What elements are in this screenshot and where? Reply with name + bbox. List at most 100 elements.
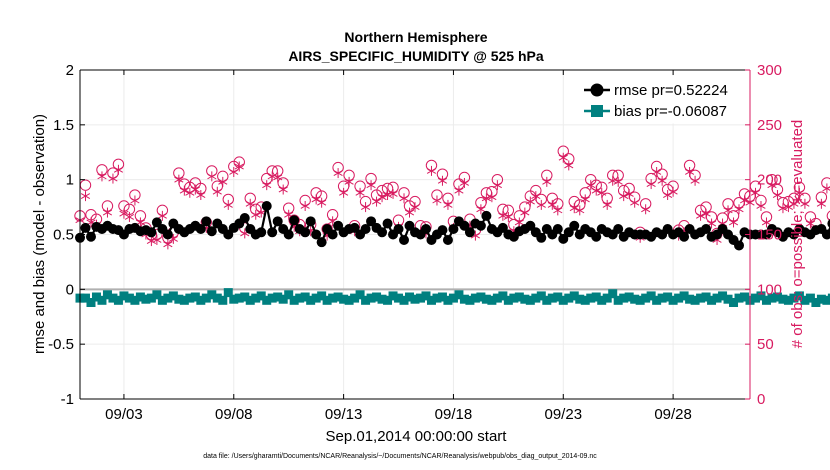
obs-evaluated-marker bbox=[251, 209, 261, 220]
bias-point bbox=[542, 295, 552, 305]
bias-point bbox=[146, 293, 156, 303]
x-tick-label: 09/08 bbox=[215, 406, 253, 423]
obs-evaluated-marker bbox=[690, 175, 700, 186]
bias-point bbox=[135, 292, 145, 302]
bias-point bbox=[317, 291, 327, 301]
rmse-point bbox=[85, 231, 96, 242]
bias-point bbox=[273, 292, 283, 302]
bias-point bbox=[525, 295, 535, 305]
rmse-point bbox=[305, 216, 316, 227]
rmse-point bbox=[223, 229, 234, 240]
rmse-point bbox=[552, 224, 563, 235]
bias-point bbox=[789, 293, 799, 303]
obs-evaluated-marker bbox=[630, 197, 640, 208]
bias-point bbox=[767, 293, 777, 303]
rmse-point bbox=[404, 220, 415, 231]
bias-point bbox=[168, 291, 178, 301]
obs-evaluated-marker bbox=[481, 193, 491, 204]
bias-point bbox=[492, 293, 502, 303]
obs-evaluated-marker bbox=[761, 217, 772, 228]
bias-point bbox=[119, 291, 129, 301]
bias-point bbox=[448, 293, 458, 303]
bias-point bbox=[783, 295, 793, 305]
rmse-point bbox=[261, 200, 272, 211]
bias-point bbox=[223, 288, 233, 298]
bias-point bbox=[300, 292, 310, 302]
obs-evaluated-marker bbox=[756, 200, 766, 211]
rmse-point bbox=[563, 227, 574, 238]
obs-evaluated-marker bbox=[597, 187, 607, 198]
y-tick-label: 1 bbox=[66, 172, 74, 189]
bias-point bbox=[394, 293, 404, 303]
rmse-point bbox=[569, 220, 580, 231]
rmse-point bbox=[382, 218, 393, 229]
obs-evaluated-marker bbox=[569, 203, 579, 214]
bias-point bbox=[141, 294, 151, 304]
y2-tick-label: 50 bbox=[757, 336, 774, 353]
bias-point bbox=[827, 293, 830, 303]
bias-point bbox=[212, 293, 222, 303]
bias-point bbox=[690, 295, 700, 305]
obs-evaluated-marker bbox=[360, 202, 371, 213]
obs-evaluated-marker bbox=[734, 204, 744, 215]
rmse-point bbox=[146, 227, 157, 238]
rmse-point bbox=[195, 224, 206, 235]
bias-point bbox=[372, 292, 382, 302]
bias-point bbox=[366, 293, 376, 303]
obs-evaluated-marker bbox=[547, 199, 557, 210]
bias-point bbox=[520, 294, 530, 304]
bias-point bbox=[207, 290, 217, 300]
chart-title-line-1: Northern Hemisphere bbox=[344, 29, 487, 45]
rmse-point bbox=[316, 237, 327, 248]
obs-evaluated-marker bbox=[113, 164, 124, 175]
obs-evaluated-marker bbox=[432, 195, 442, 206]
rmse-point bbox=[151, 217, 162, 228]
obs-evaluated-marker bbox=[564, 160, 574, 171]
bias-point bbox=[608, 289, 618, 299]
bias-point bbox=[800, 295, 810, 305]
bias-point bbox=[262, 295, 272, 305]
rmse-point bbox=[497, 222, 508, 233]
data-file-footnote: data file: /Users/gharamti/Documents/NCA… bbox=[203, 453, 597, 460]
obs-evaluated-marker bbox=[646, 179, 656, 190]
rmse-point bbox=[613, 224, 624, 235]
rmse-point bbox=[201, 216, 212, 227]
bias-point bbox=[816, 294, 826, 304]
rmse-point bbox=[349, 222, 360, 233]
obs-evaluated-marker bbox=[476, 204, 486, 215]
bias-point bbox=[696, 293, 706, 303]
bias-point bbox=[564, 293, 574, 303]
bias-point bbox=[674, 293, 684, 303]
bias-point bbox=[679, 291, 689, 301]
chart-title-line-2: AIRS_SPECIFIC_HUMIDITY @ 525 hPa bbox=[288, 48, 544, 64]
bias-point bbox=[267, 293, 277, 303]
bias-point bbox=[498, 291, 508, 301]
obs-evaluated-marker bbox=[657, 175, 667, 186]
bias-point bbox=[476, 292, 486, 302]
bias-point bbox=[163, 293, 173, 303]
bias-point bbox=[778, 294, 788, 304]
bias-point bbox=[333, 292, 343, 302]
obs-evaluated-marker bbox=[695, 210, 706, 221]
rmse-point bbox=[393, 224, 404, 235]
obs-evaluated-marker bbox=[553, 205, 563, 216]
bias-point bbox=[772, 292, 782, 302]
obs-evaluated-marker bbox=[437, 175, 448, 186]
bias-point bbox=[284, 290, 294, 300]
x-tick-label: 09/03 bbox=[105, 406, 143, 423]
rmse-point bbox=[289, 215, 300, 226]
obs-evaluated-marker bbox=[586, 180, 596, 191]
bias-point bbox=[663, 292, 673, 302]
bias-point bbox=[102, 290, 112, 300]
obs-possible-marker bbox=[826, 210, 830, 222]
obs-evaluated-marker bbox=[317, 197, 327, 208]
bias-point bbox=[652, 295, 662, 305]
bias-point bbox=[240, 292, 250, 302]
bias-point bbox=[470, 293, 480, 303]
obs-evaluated-marker bbox=[685, 166, 695, 177]
bias-point bbox=[635, 295, 645, 305]
obs-evaluated-marker bbox=[624, 188, 634, 199]
bias-point bbox=[750, 293, 760, 303]
rmse-point bbox=[300, 227, 311, 238]
obs-evaluated-marker bbox=[542, 176, 552, 187]
